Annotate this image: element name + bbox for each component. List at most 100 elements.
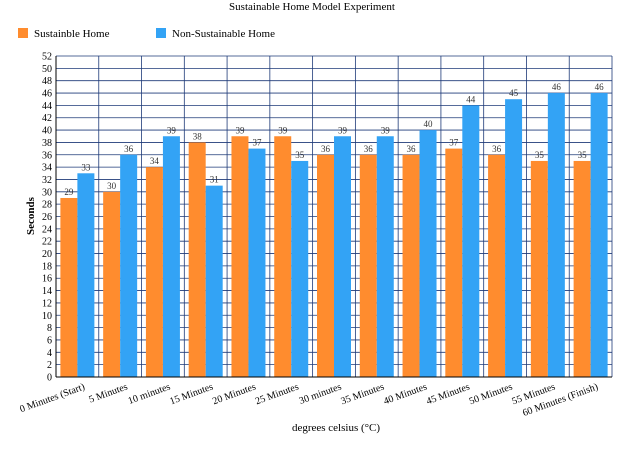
bar[interactable]: [231, 136, 249, 377]
bar[interactable]: [334, 136, 351, 377]
bar[interactable]: [505, 99, 523, 377]
bar-value-label: 36: [321, 144, 331, 154]
bar[interactable]: [291, 160, 309, 377]
bar-value-label: 39: [381, 125, 391, 135]
bar-value-label: 34: [150, 156, 160, 166]
x-tick-label: 15 Minutes: [168, 381, 214, 407]
y-tick-label: 6: [47, 335, 52, 346]
bar-value-label: 46: [595, 82, 605, 92]
bar-value-label: 39: [338, 125, 348, 135]
bars: [60, 93, 608, 378]
bar[interactable]: [488, 154, 506, 377]
bar[interactable]: [359, 154, 377, 377]
y-tick-label: 14: [42, 286, 52, 297]
y-tick-label: 4: [47, 348, 52, 359]
bar[interactable]: [145, 167, 163, 377]
x-tick-label: 20 Minutes: [211, 381, 257, 407]
y-tick-label: 26: [42, 212, 52, 223]
bar[interactable]: [445, 148, 463, 377]
bar-value-label: 36: [407, 144, 417, 154]
bar[interactable]: [402, 154, 420, 377]
x-tick-label: 5 Minutes: [88, 381, 130, 405]
bar-value-label: 37: [252, 138, 262, 148]
bar[interactable]: [205, 185, 223, 377]
y-tick-label: 28: [42, 200, 52, 211]
bar-value-label: 36: [124, 144, 134, 154]
y-tick-label: 22: [42, 237, 52, 248]
y-tick-label: 42: [42, 113, 52, 124]
bar-value-label: 39: [235, 125, 245, 135]
y-tick-label: 36: [42, 150, 52, 161]
y-tick-label: 12: [42, 298, 52, 309]
x-tick-label: 45 Minutes: [425, 381, 471, 407]
bar-value-label: 38: [193, 131, 203, 141]
bar-value-label: 45: [509, 88, 519, 98]
y-tick-label: 10: [42, 311, 52, 322]
bar-value-label: 33: [81, 162, 91, 172]
x-tick-label: 10 minutes: [127, 381, 172, 406]
bar-value-label: 36: [492, 144, 502, 154]
bar-value-label: 46: [552, 82, 562, 92]
y-tick-label: 30: [42, 187, 52, 198]
y-tick-label: 44: [42, 101, 52, 112]
bar[interactable]: [462, 105, 480, 377]
bar[interactable]: [573, 160, 591, 377]
bar-value-label: 40: [424, 119, 434, 129]
y-tick-label: 34: [42, 163, 52, 174]
bar[interactable]: [547, 93, 565, 378]
bar[interactable]: [120, 154, 138, 377]
bar-value-label: 29: [64, 187, 74, 197]
bar[interactable]: [188, 142, 206, 377]
x-tick-label: 0 Minutes (Start): [18, 381, 86, 415]
x-tick-label: 40 Minutes: [382, 381, 428, 407]
y-tick-label: 18: [42, 261, 52, 272]
y-axis-label: Seconds: [25, 196, 37, 235]
x-tick-label: 50 Minutes: [468, 381, 514, 407]
bar[interactable]: [103, 191, 121, 377]
legend-label-non-sustainable: Non-Sustainable Home: [172, 28, 275, 40]
bar[interactable]: [376, 136, 394, 377]
y-tick-label: 32: [42, 175, 52, 186]
y-tick-label: 0: [47, 373, 52, 384]
y-tick-label: 46: [42, 89, 52, 100]
bar[interactable]: [317, 154, 334, 377]
y-tick-label: 52: [42, 52, 52, 63]
bar-value-label: 37: [449, 138, 459, 148]
legend-item-sustainable[interactable]: Sustainble Home: [18, 28, 110, 40]
y-tick-label: 20: [42, 249, 52, 260]
bar[interactable]: [60, 197, 78, 377]
y-tick-label: 40: [42, 126, 52, 137]
bar-value-label: 35: [578, 150, 588, 160]
bar-value-label: 39: [278, 125, 288, 135]
bar-value-label: 39: [167, 125, 177, 135]
bar-value-label: 35: [535, 150, 545, 160]
legend: Sustainble Home Non-Sustainable Home: [18, 28, 275, 40]
y-tick-label: 38: [42, 138, 52, 149]
legend-swatch-sustainable: [18, 28, 28, 38]
y-tick-label: 2: [47, 360, 52, 371]
y-tick-label: 48: [42, 76, 52, 87]
x-axis-label: degrees celsius (°C): [292, 422, 380, 434]
chart-title: Sustainable Home Model Experiment: [229, 1, 395, 13]
bar[interactable]: [530, 160, 548, 377]
bar[interactable]: [274, 136, 292, 377]
legend-swatch-non-sustainable: [156, 28, 166, 38]
data-labels: 29 33 30 36 34 39 38 31 39 37 39 35 36 39 36 39 36 40 37 44…: [64, 82, 604, 197]
bar[interactable]: [162, 136, 180, 377]
bar[interactable]: [77, 173, 95, 377]
bar-value-label: 31: [210, 175, 219, 185]
legend-label-sustainable: Sustainble Home: [34, 28, 110, 40]
legend-item-non-sustainable[interactable]: Non-Sustainable Home: [156, 28, 275, 40]
bar[interactable]: [419, 130, 437, 377]
bar[interactable]: [590, 93, 608, 378]
bar-value-label: 30: [107, 181, 117, 191]
x-tick-label: 30 minutes: [298, 381, 343, 406]
bar[interactable]: [248, 148, 266, 377]
x-tick-label: 35 Minutes: [339, 381, 385, 407]
y-tick-label: 50: [42, 64, 52, 75]
y-tick-label: 24: [42, 224, 52, 235]
bar-value-label: 35: [295, 150, 305, 160]
x-tick-label: 25 Minutes: [254, 381, 300, 407]
